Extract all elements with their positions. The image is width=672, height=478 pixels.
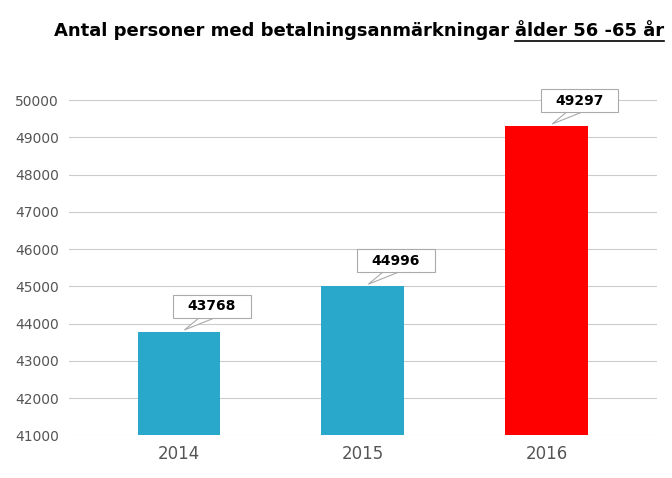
Text: 49297: 49297: [556, 94, 604, 108]
FancyBboxPatch shape: [541, 89, 618, 112]
FancyBboxPatch shape: [173, 295, 251, 318]
Polygon shape: [552, 112, 582, 124]
Polygon shape: [368, 272, 398, 284]
Polygon shape: [384, 270, 397, 272]
Text: Antal personer med betalningsanmärkningar: Antal personer med betalningsanmärkninga…: [54, 22, 515, 40]
Bar: [505, 126, 588, 478]
Bar: [321, 286, 404, 478]
Text: 44996: 44996: [372, 254, 420, 268]
Polygon shape: [200, 316, 214, 318]
Polygon shape: [184, 318, 214, 330]
FancyBboxPatch shape: [358, 249, 435, 272]
Bar: [138, 332, 220, 478]
Text: 43768: 43768: [188, 300, 236, 314]
Text: ålder 56 -65 år: ålder 56 -65 år: [515, 22, 664, 40]
Polygon shape: [568, 110, 581, 112]
